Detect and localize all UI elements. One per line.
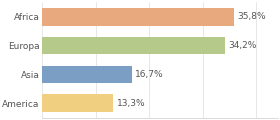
Text: 34,2%: 34,2% xyxy=(229,41,257,50)
Text: 16,7%: 16,7% xyxy=(135,70,164,79)
Text: 35,8%: 35,8% xyxy=(237,12,266,21)
Bar xyxy=(42,37,225,54)
Bar xyxy=(42,66,132,83)
Bar xyxy=(42,94,113,112)
Bar xyxy=(42,8,234,26)
Text: 13,3%: 13,3% xyxy=(117,99,145,108)
